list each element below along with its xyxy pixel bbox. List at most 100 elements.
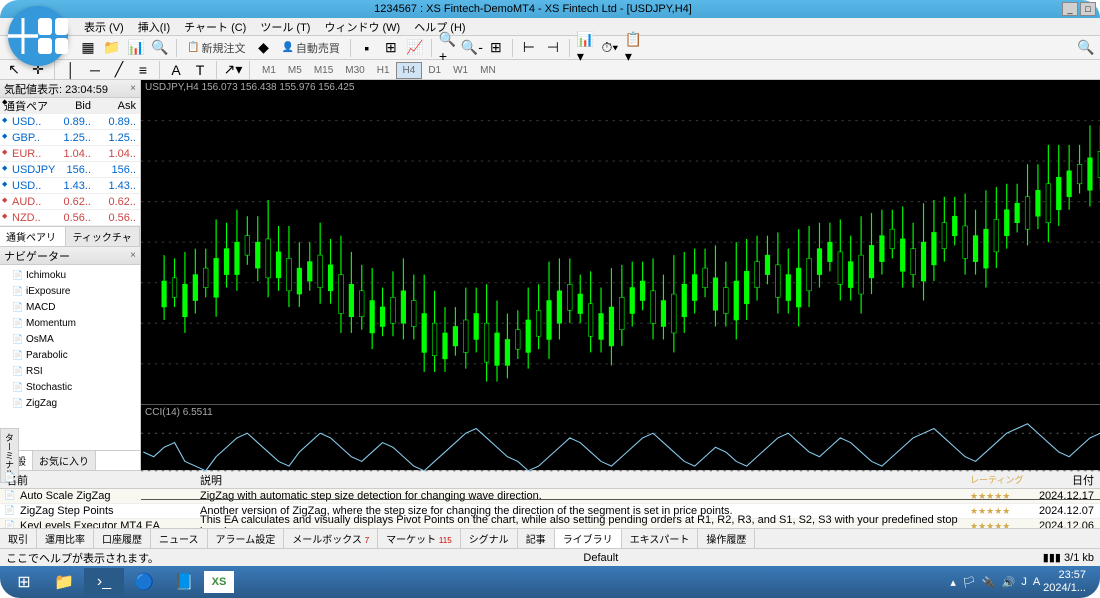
mw-row[interactable]: EUR..1.04..1.04.. (0, 146, 140, 162)
menu-window[interactable]: ウィンドウ (W) (318, 17, 406, 37)
tray-lang-icon[interactable]: J (1021, 576, 1027, 588)
app-icon[interactable]: 📘 (164, 568, 204, 596)
zoom-out-icon[interactable]: 🔍- (462, 38, 482, 58)
maximize-button[interactable]: □ (1080, 2, 1096, 16)
terminal-tab[interactable]: アラーム設定 (208, 529, 285, 548)
tile-icon[interactable]: ⊞ (486, 38, 506, 58)
nav-item[interactable]: Parabolic (2, 347, 138, 363)
shift-icon[interactable]: ⊢ (519, 38, 539, 58)
mw-row[interactable]: AUD..0.62..0.62.. (0, 194, 140, 210)
terminal-tab[interactable]: 運用比率 (37, 529, 94, 548)
nav-item[interactable]: Stochastic (2, 379, 138, 395)
trendline-icon[interactable]: ╱ (109, 60, 129, 80)
new-order-button[interactable]: 📋 新規注文 (183, 38, 249, 58)
cursor-icon[interactable]: ↖ (4, 60, 24, 80)
candlestick-chart[interactable] (141, 80, 1100, 404)
cci-chart[interactable] (141, 405, 1100, 499)
mw-row[interactable]: USD..1.43..1.43.. (0, 178, 140, 194)
auto-trade-button[interactable]: 👤 自動売買 (277, 38, 343, 58)
zoom-in-icon[interactable]: 🔍+ (438, 38, 458, 58)
mw-header-symbol[interactable]: 通貨ペア (0, 98, 50, 114)
tray-flag-icon[interactable]: 🏳 (962, 576, 976, 589)
nav-item[interactable]: Momentum (2, 315, 138, 331)
terminal-tab[interactable]: メールボックス 7 (284, 529, 378, 548)
text-label-icon[interactable]: T (190, 60, 210, 80)
market-watch-icon[interactable]: 📊 (126, 38, 146, 58)
mw-row[interactable]: USD..0.89..0.89.. (0, 114, 140, 130)
navigator-icon[interactable]: 🔍 (150, 38, 170, 58)
menu-chart[interactable]: チャート (C) (178, 17, 252, 37)
nav-item[interactable]: OsMA (2, 331, 138, 347)
nav-item[interactable]: RSI (2, 363, 138, 379)
tf-d1[interactable]: D1 (422, 63, 447, 78)
tray-volume-icon[interactable]: 🔊 (1002, 576, 1016, 589)
mw-row[interactable]: USDJPY156..156.. (0, 162, 140, 178)
hline-icon[interactable]: ─ (85, 60, 105, 80)
search-icon[interactable]: 🔍 (1076, 38, 1096, 58)
powershell-icon[interactable]: ›_ (84, 568, 124, 596)
nav-item[interactable]: ZigZag (2, 395, 138, 411)
taskbar-clock[interactable]: 23:57 2024/1... (1043, 569, 1096, 595)
metaquotes-icon[interactable]: ◆ (253, 38, 273, 58)
mw-tab-symbols[interactable]: 通貨ペアリスト (0, 227, 66, 246)
terminal-tab[interactable]: エキスパート (622, 529, 699, 548)
mw-header-bid[interactable]: Bid (50, 100, 95, 112)
profiles-icon[interactable]: 📁 (102, 38, 122, 58)
mw-row[interactable]: NZD..0.56..0.56.. (0, 210, 140, 226)
tray-ime-icon[interactable]: A (1033, 576, 1040, 588)
terminal-tab[interactable]: シグナル (461, 529, 518, 548)
menu-insert[interactable]: 挿入(I) (132, 17, 176, 37)
tray-network-icon[interactable]: 🔌 (982, 576, 996, 589)
tf-m30[interactable]: M30 (339, 63, 370, 78)
terminal-tab[interactable]: マーケット 115 (378, 529, 461, 548)
nav-item[interactable]: iExposure (2, 283, 138, 299)
mw-row[interactable]: GBP..1.25..1.25.. (0, 130, 140, 146)
menu-tools[interactable]: ツール (T) (254, 17, 316, 37)
chrome-icon[interactable]: 🔵 (124, 568, 164, 596)
navigator-close-icon[interactable]: × (130, 250, 136, 261)
line-chart-icon[interactable]: 📈 (405, 38, 425, 58)
tf-w1[interactable]: W1 (447, 63, 474, 78)
tf-mn[interactable]: MN (474, 63, 502, 78)
xs-icon[interactable]: XS (204, 571, 234, 593)
mw-tab-tick[interactable]: ティックチャート (66, 227, 140, 246)
nav-item[interactable]: Ichimoku (2, 267, 138, 283)
mw-header-ask[interactable]: Ask (95, 100, 140, 112)
vline-icon[interactable]: │ (61, 60, 81, 80)
window-title: 1234567 : XS Fintech-DemoMT4 - XS Fintec… (4, 3, 1062, 15)
tray-up-icon[interactable]: ▴ (950, 576, 956, 589)
nav-item[interactable]: MACD (2, 299, 138, 315)
bar-chart-icon[interactable]: ▪ (357, 38, 377, 58)
terminal-tab[interactable]: 操作履歴 (698, 529, 755, 548)
menu-view[interactable]: 表示 (V) (78, 17, 130, 37)
minimize-button[interactable]: _ (1062, 2, 1078, 16)
tf-m15[interactable]: M15 (308, 63, 339, 78)
indicators-icon[interactable]: 📊▾ (576, 38, 596, 58)
lib-header-name[interactable]: 名前 (0, 472, 200, 488)
periods-icon[interactable]: ⏱▾ (600, 38, 620, 58)
new-chart-icon[interactable]: ▦ (78, 38, 98, 58)
terminal-tab[interactable]: ライブラリ (555, 529, 622, 548)
channel-icon[interactable]: ≡ (133, 60, 153, 80)
nav-tab-favorites[interactable]: お気に入り (33, 451, 96, 470)
chart-indicator[interactable]: CCI(14) 6.5511 278.68251000.00-100-218.2… (141, 404, 1100, 499)
candle-chart-icon[interactable]: ⊞ (381, 38, 401, 58)
library-row[interactable]: KeyLevels Executor MT4 EAThis EA calcula… (0, 519, 1100, 528)
market-watch-close-icon[interactable]: × (130, 83, 136, 94)
tf-m5[interactable]: M5 (282, 63, 308, 78)
chart-area[interactable]: USDJPY,H4 156.073 156.438 155.976 156.42… (141, 80, 1100, 470)
terminal-tab[interactable]: 口座履歴 (94, 529, 151, 548)
tf-h4[interactable]: H4 (396, 62, 423, 79)
tf-m1[interactable]: M1 (256, 63, 282, 78)
explorer-icon[interactable]: 📁 (44, 568, 84, 596)
tf-h1[interactable]: H1 (371, 63, 396, 78)
auto-scroll-icon[interactable]: ⊣ (543, 38, 563, 58)
start-button[interactable]: ⊞ (4, 568, 44, 596)
text-icon[interactable]: A (166, 60, 186, 80)
chart-main[interactable]: USDJPY,H4 156.073 156.438 155.976 156.42… (141, 80, 1100, 404)
terminal-tab[interactable]: ニュース (151, 529, 208, 548)
terminal-tab[interactable]: 記事 (518, 529, 555, 548)
terminal-tab[interactable]: 取引 (0, 529, 37, 548)
templates-icon[interactable]: 📋▾ (624, 38, 644, 58)
arrows-icon[interactable]: ↗▾ (223, 60, 243, 80)
